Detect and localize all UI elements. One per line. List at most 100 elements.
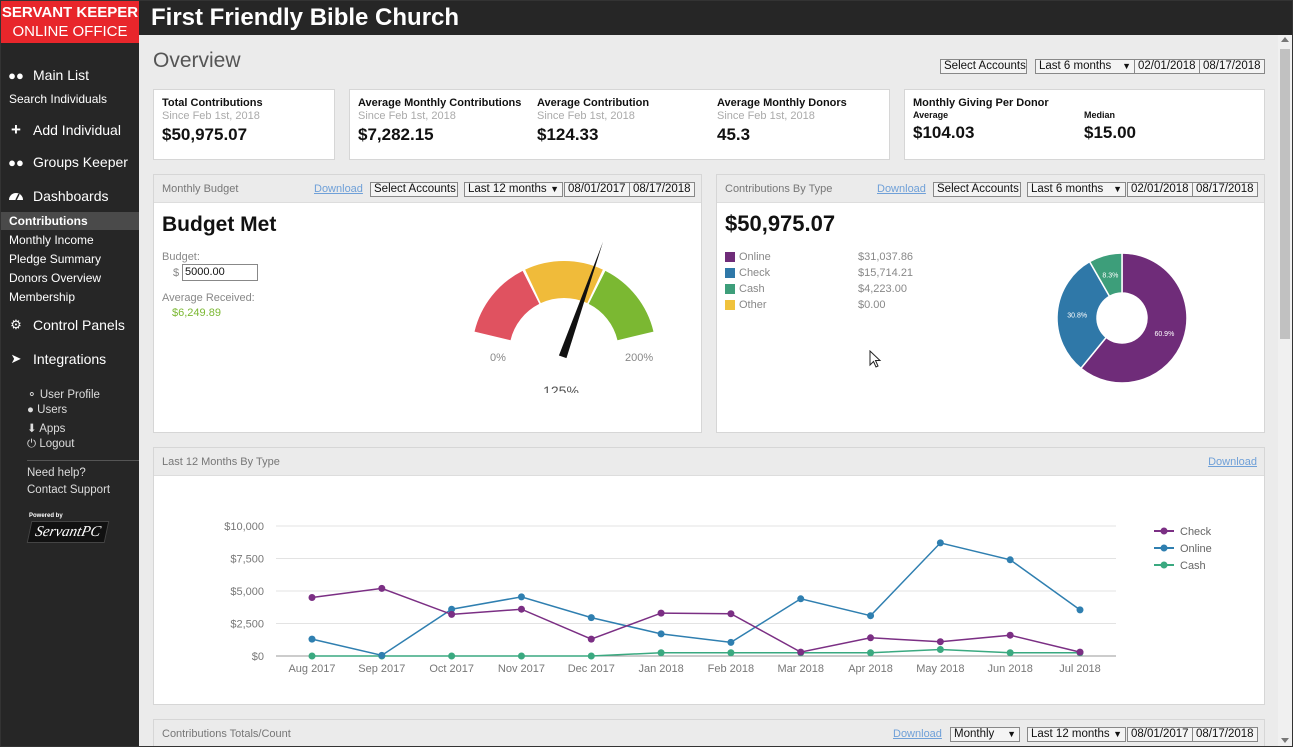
average-received-label: Average Received:: [162, 292, 255, 304]
series-line-cash: [312, 648, 1080, 657]
data-point-check: [517, 605, 525, 613]
legend-item-other: Other: [725, 299, 767, 311]
contact-support-link[interactable]: Contact Support: [27, 484, 111, 496]
legend-item-check: Check: [725, 267, 770, 279]
data-point-online: [1076, 606, 1084, 614]
power-icon: ⏻: [27, 438, 37, 450]
date-from-input[interactable]: 08/01/2017: [1127, 727, 1193, 742]
date-to-input[interactable]: 08/17/2018: [1192, 182, 1258, 197]
select-accounts-button[interactable]: Select Accounts: [933, 182, 1021, 197]
legend-value: $0.00: [858, 299, 886, 311]
data-point-check: [1006, 631, 1014, 639]
date-from-input[interactable]: 08/01/2017: [564, 182, 630, 197]
range-select[interactable]: Last 6 months ▼: [1035, 59, 1135, 74]
download-icon: ⬇: [27, 423, 37, 435]
nav-add-individual[interactable]: + Add Individual: [1, 120, 139, 140]
data-point-cash: [727, 649, 735, 657]
sidebar: SERVANT KEEPER ONLINE OFFICE ●● Main Lis…: [1, 1, 139, 746]
gauge-high-segment: [588, 270, 654, 341]
nav-integrations[interactable]: ➤ Integrations: [1, 351, 139, 367]
scroll-down-icon[interactable]: [1281, 738, 1289, 743]
nav-dashboards[interactable]: Dashboards: [1, 188, 139, 204]
nav-logout[interactable]: ⏻ Logout: [27, 438, 75, 451]
powered-by-text: Powered by: [29, 513, 63, 519]
last-12-months-panel: Last 12 Months By Type Download $0 $2,500…: [153, 447, 1265, 705]
nav-membership[interactable]: Membership: [9, 290, 76, 304]
servantpc-wordmark: ServantPC: [26, 521, 110, 543]
legend-label: Check: [1180, 526, 1212, 538]
download-link[interactable]: Download: [1208, 456, 1257, 468]
range-select[interactable]: Last 12 months ▼: [464, 182, 563, 197]
donut-slice-check: [1056, 260, 1111, 370]
data-point-cash: [657, 649, 665, 657]
stat-value: $124.33: [537, 125, 599, 144]
nav-pledge-summary[interactable]: Pledge Summary: [9, 252, 102, 266]
average-received-value: $6,249.89: [172, 307, 221, 319]
nav-dashboards-label: Dashboards: [33, 188, 109, 204]
gears-icon: ⚙: [10, 317, 22, 332]
plus-icon: +: [11, 120, 21, 139]
select-accounts-button[interactable]: Select Accounts: [940, 59, 1027, 74]
nav-users-label: Users: [37, 404, 68, 416]
date-to-input[interactable]: 08/17/2018: [1192, 727, 1258, 742]
download-link[interactable]: Download: [314, 183, 363, 195]
stat-label: Average Monthly Donors: [717, 97, 847, 109]
budget-input[interactable]: 5000.00: [182, 264, 258, 281]
y-tick-label: $5,000: [230, 586, 264, 598]
gauge-low-segment: [474, 270, 540, 341]
legend-item-cash: Cash: [725, 283, 765, 295]
x-tick-label: Apr 2018: [848, 663, 893, 675]
period-select-value: Monthly: [954, 728, 995, 740]
range-select[interactable]: Last 12 months ▼: [1027, 727, 1126, 742]
data-point-online: [657, 630, 665, 638]
vertical-scrollbar[interactable]: [1278, 35, 1292, 746]
nav-contributions[interactable]: Contributions: [1, 212, 139, 230]
nav-apps[interactable]: ⬇ Apps: [27, 421, 65, 435]
date-to-input[interactable]: 08/17/2018: [629, 182, 695, 197]
nav-control-panels[interactable]: ⚙ Control Panels: [1, 317, 139, 333]
nav-monthly-income[interactable]: Monthly Income: [9, 233, 94, 247]
data-point-online: [797, 595, 805, 603]
chevron-down-icon: ▼: [1122, 61, 1131, 71]
scroll-up-icon[interactable]: [1281, 37, 1289, 42]
data-point-check: [308, 594, 316, 601]
y-tick-label: $2,500: [230, 619, 264, 631]
date-from-input[interactable]: 02/01/2018: [1134, 59, 1200, 74]
legend-marker: [1160, 561, 1168, 569]
top-bar: First Friendly Bible Church: [139, 1, 1292, 35]
data-point-check: [378, 584, 386, 592]
select-accounts-button[interactable]: Select Accounts: [370, 182, 458, 197]
servantpc-logo: Powered by ServantPC: [26, 513, 113, 549]
contributions-totals-panel: Contributions Totals/Count Download Mont…: [153, 719, 1265, 746]
app-logo[interactable]: SERVANT KEEPER ONLINE OFFICE: [1, 1, 139, 43]
data-point-check: [797, 648, 805, 656]
download-link[interactable]: Download: [877, 183, 926, 195]
data-point-online: [448, 605, 456, 613]
nav-users[interactable]: ● Users: [27, 404, 67, 416]
nav-search-individuals[interactable]: Search Individuals: [9, 92, 108, 106]
period-select[interactable]: Monthly ▼: [950, 727, 1020, 742]
range-select-value: Last 12 months: [468, 183, 547, 195]
panel-header: Contributions By Type Download Select Ac…: [717, 175, 1264, 203]
nav-groups-keeper[interactable]: ●● Groups Keeper: [1, 154, 139, 170]
date-from-input[interactable]: 02/01/2018: [1127, 182, 1193, 197]
nav-user-profile[interactable]: ⚬ User Profile: [27, 387, 100, 401]
nav-donors-overview[interactable]: Donors Overview: [9, 271, 102, 285]
legend-value: $31,037.86: [858, 251, 914, 263]
users-icon: ●●: [8, 154, 24, 170]
data-point-online: [727, 638, 735, 646]
date-to-input[interactable]: 08/17/2018: [1199, 59, 1265, 74]
legend-label: Cash: [1180, 560, 1206, 572]
data-point-online: [308, 635, 316, 643]
data-point-online: [587, 614, 595, 622]
page-title: Overview: [153, 49, 241, 72]
nav-main-list[interactable]: ●● Main List: [1, 67, 139, 83]
budget-gauge: 0% 200% 125%: [474, 241, 654, 393]
download-link[interactable]: Download: [893, 728, 942, 740]
gauge-value-label: 125%: [543, 383, 579, 393]
scrollbar-thumb[interactable]: [1280, 49, 1290, 339]
data-point-cash: [587, 652, 595, 660]
range-select[interactable]: Last 6 months ▼: [1027, 182, 1126, 197]
averages-card: Average Monthly Contributions Since Feb …: [349, 89, 890, 160]
nav-integrations-label: Integrations: [33, 351, 107, 367]
